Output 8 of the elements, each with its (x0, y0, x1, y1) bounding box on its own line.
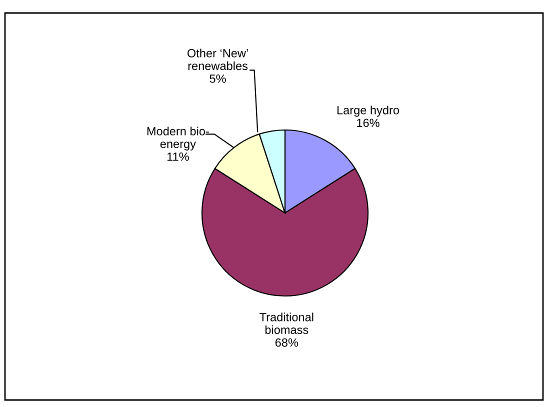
slice-label: Large hydro (337, 106, 400, 117)
data-label: 68% (275, 338, 298, 347)
slice-label: Other ‘New’ renewables (187, 48, 248, 70)
data-label: 16% (357, 118, 380, 128)
data-label: 11% (167, 152, 189, 161)
slice-label: Modern bio- energy (147, 126, 209, 150)
slice-label: Traditional biomass (260, 312, 314, 334)
data-label: 5% (210, 74, 226, 83)
